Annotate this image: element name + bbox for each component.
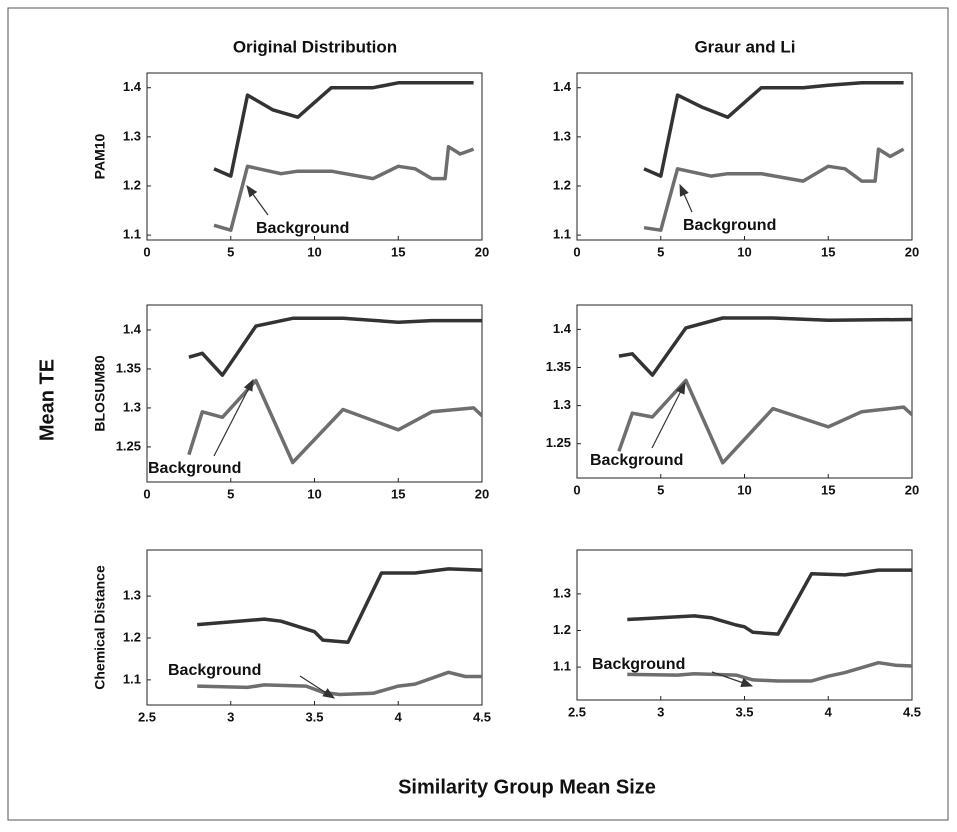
plot-area xyxy=(576,72,913,241)
y-tick-label: 1.4 xyxy=(123,79,142,94)
plot-area xyxy=(146,72,483,241)
x-tick-label: 10 xyxy=(307,486,321,501)
x-tick-label: 2.5 xyxy=(138,709,156,724)
x-tick-label: 0 xyxy=(573,482,580,497)
x-tick-label: 3.5 xyxy=(305,709,323,724)
y-axis-label: PAM10 xyxy=(92,133,108,179)
y-axis-label: Chemical Distance xyxy=(92,565,108,690)
x-tick-label: 3 xyxy=(657,704,664,719)
x-tick-label: 5 xyxy=(657,244,664,259)
y-tick-label: 1.2 xyxy=(553,622,571,637)
data-line xyxy=(213,144,475,232)
data-line xyxy=(627,660,913,683)
x-tick-label: 0 xyxy=(573,244,580,259)
y-tick-label: 1.1 xyxy=(553,659,571,674)
data-line xyxy=(213,81,474,178)
annotation-arrow xyxy=(299,675,336,699)
column-title: Graur and Li xyxy=(694,37,795,56)
x-tick-label: 3.5 xyxy=(735,704,753,719)
y-tick-label: 1.3 xyxy=(123,588,141,603)
data-line xyxy=(627,568,912,636)
x-tick-label: 10 xyxy=(737,482,751,497)
y-tick-label: 1.3 xyxy=(553,397,571,412)
y-tick-label: 1.1 xyxy=(123,227,141,242)
y-tick-label: 1.3 xyxy=(123,128,141,143)
annotation: Background xyxy=(168,662,261,679)
plot-area xyxy=(576,304,913,479)
x-tick-label: 15 xyxy=(391,486,405,501)
x-tick-label: 20 xyxy=(475,244,489,259)
frame xyxy=(7,7,949,821)
x-tick-label: 4.5 xyxy=(903,704,921,719)
x-tick-label: 3 xyxy=(227,709,234,724)
y-tick-label: 1.25 xyxy=(546,435,571,450)
x-tick-label: 20 xyxy=(475,486,489,501)
x-tick-label: 4 xyxy=(395,709,403,724)
annotation-arrow xyxy=(651,381,686,449)
y-tick-label: 1.3 xyxy=(553,585,571,600)
y-tick-label: 1.3 xyxy=(553,128,571,143)
data-line xyxy=(187,378,484,465)
y-axis-label: BLOSUM80 xyxy=(92,355,108,431)
x-tick-label: 20 xyxy=(905,244,919,259)
data-line xyxy=(188,316,482,377)
x-tick-label: 4.5 xyxy=(473,709,491,724)
data-line xyxy=(618,316,913,377)
x-axis-title: Similarity Group Mean Size xyxy=(398,776,656,798)
y-tick-label: 1.1 xyxy=(123,671,141,686)
annotation-arrow xyxy=(679,183,693,213)
annotation: Background xyxy=(590,452,683,469)
data-line xyxy=(617,378,914,465)
y-tick-label: 1.35 xyxy=(116,360,141,375)
y-tick-label: 1.1 xyxy=(553,227,571,242)
y-tick-label: 1.4 xyxy=(553,321,572,336)
annotation: Background xyxy=(592,656,685,673)
annotation: Background xyxy=(256,220,349,237)
x-tick-label: 4 xyxy=(825,704,833,719)
x-tick-label: 20 xyxy=(905,482,919,497)
y-tick-label: 1.25 xyxy=(116,438,141,453)
data-line xyxy=(197,670,482,697)
y-tick-label: 1.3 xyxy=(123,399,141,414)
annotation-arrow xyxy=(711,671,754,687)
x-tick-label: 5 xyxy=(227,244,234,259)
x-tick-label: 5 xyxy=(227,486,234,501)
annotation-arrow xyxy=(246,185,269,216)
plot-area xyxy=(146,304,483,483)
x-tick-label: 15 xyxy=(821,244,835,259)
data-line xyxy=(643,81,904,178)
column-title: Original Distribution xyxy=(233,37,397,56)
data-line xyxy=(643,147,905,232)
annotation: Background xyxy=(148,460,241,477)
x-tick-label: 0 xyxy=(143,486,150,501)
y-tick-label: 1.4 xyxy=(553,79,572,94)
x-tick-label: 15 xyxy=(821,482,835,497)
y-tick-label: 1.2 xyxy=(553,177,571,192)
data-line xyxy=(197,567,483,644)
y-tick-label: 1.2 xyxy=(123,629,141,644)
y-axis-title: Mean TE xyxy=(36,359,58,441)
x-tick-label: 10 xyxy=(737,244,751,259)
x-tick-label: 5 xyxy=(657,482,664,497)
annotation-arrow xyxy=(213,378,254,457)
y-tick-label: 1.2 xyxy=(123,177,141,192)
x-tick-label: 15 xyxy=(391,244,405,259)
y-tick-label: 1.35 xyxy=(546,359,571,374)
x-tick-label: 0 xyxy=(143,244,150,259)
annotation: Background xyxy=(683,217,776,234)
x-tick-label: 10 xyxy=(307,244,321,259)
y-tick-label: 1.4 xyxy=(123,321,142,336)
x-tick-label: 2.5 xyxy=(568,704,586,719)
plot-area xyxy=(146,549,483,706)
